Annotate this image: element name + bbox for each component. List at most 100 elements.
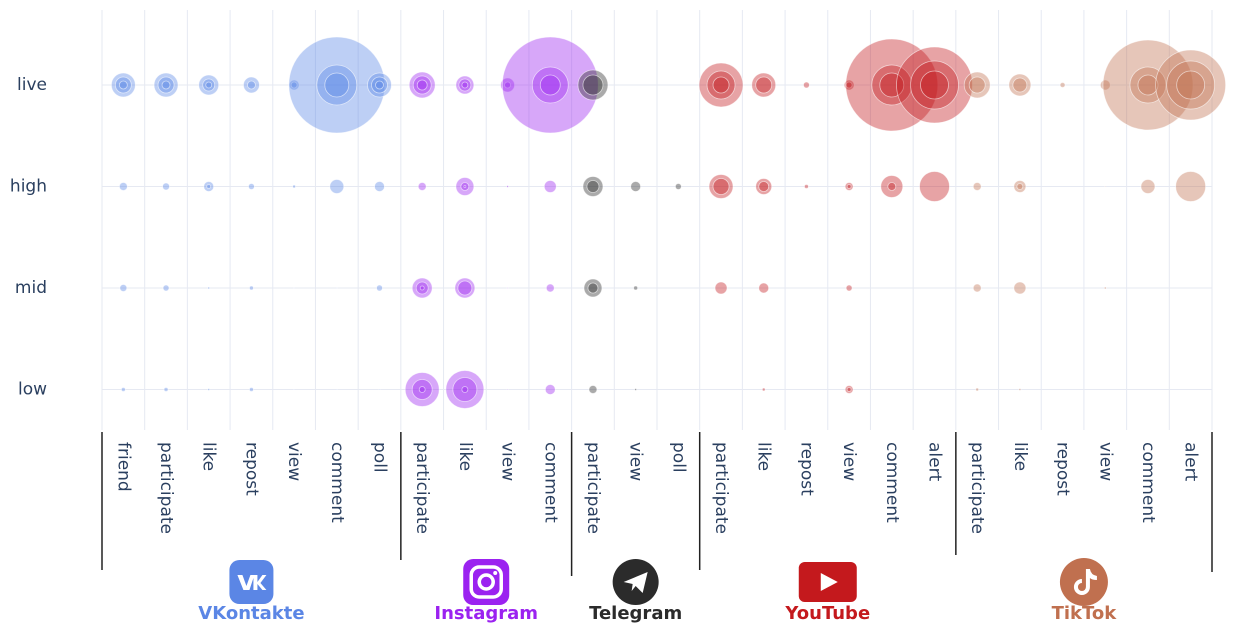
bubble: [316, 64, 358, 106]
x-tick-label: like: [455, 442, 475, 471]
bubble: [203, 181, 215, 192]
bubble: [587, 282, 599, 294]
platform-name: TikTok: [1052, 603, 1118, 624]
bubble: [335, 388, 338, 391]
bubble: [243, 76, 260, 94]
icon-glyph: [469, 565, 503, 599]
x-tick-label: like: [199, 442, 219, 471]
x-tick-label: participate: [711, 442, 731, 534]
bubble: [293, 388, 296, 391]
platform-name: YouTube: [784, 603, 870, 624]
bubble: [367, 72, 392, 98]
bubble: [248, 183, 255, 190]
y-tick-label: low: [18, 380, 47, 400]
bubble: [758, 282, 770, 294]
bubble: [543, 180, 557, 193]
x-tick-label: view: [284, 442, 304, 481]
bubble: [1016, 183, 1024, 190]
x-tick-label: participate: [156, 442, 176, 534]
y-tick-label: live: [17, 75, 47, 95]
bubble: [376, 284, 383, 292]
bubble: [582, 176, 604, 197]
bubble: [198, 74, 220, 96]
bubble: [404, 372, 440, 407]
x-tick-label: alert: [1181, 442, 1201, 482]
bubble: [202, 78, 216, 92]
icon-glyph: [623, 572, 648, 593]
bubble: [290, 81, 298, 89]
bubble: [706, 70, 736, 100]
bubble: [206, 184, 212, 189]
bubble: [411, 379, 433, 400]
platform-name: VKontakte: [198, 603, 304, 624]
bubble: [292, 184, 297, 189]
bubble: [445, 370, 485, 409]
x-tick-label: poll: [370, 442, 390, 473]
x-tick-label: participate: [967, 442, 987, 534]
bubble: [205, 81, 213, 89]
bubble: [417, 182, 427, 191]
bubble: [378, 388, 381, 391]
bubble: [846, 387, 852, 392]
platform-name: Instagram: [434, 603, 538, 624]
bubble: [544, 384, 556, 395]
bubble: [461, 81, 469, 89]
bubble: [846, 184, 852, 189]
bubble: [758, 181, 770, 192]
bubble: [755, 76, 773, 94]
bubble: [1008, 73, 1032, 97]
bubble: [153, 72, 179, 98]
bubble: [207, 388, 211, 391]
x-tick-label: view: [498, 442, 518, 481]
bubble: [910, 60, 959, 110]
bubble: [887, 182, 897, 191]
x-tick-label: alert: [925, 442, 945, 482]
bubble: [419, 285, 425, 291]
bubble: [755, 178, 773, 195]
bubble: [412, 75, 432, 95]
bubble: [588, 385, 598, 394]
icon-glyph: [820, 573, 838, 591]
bubble: [1137, 74, 1159, 96]
bubble: [110, 72, 136, 98]
bubble: [120, 387, 126, 392]
bubble: [844, 385, 854, 394]
bubble: [418, 386, 426, 393]
bubble: [114, 76, 132, 94]
icon-glyph: [237, 575, 267, 590]
x-tick-label: repost: [1053, 442, 1073, 496]
bubble: [920, 70, 949, 100]
bubble: [708, 174, 734, 199]
bubble: [1102, 39, 1194, 131]
bubble: [1166, 60, 1216, 110]
bubble: [288, 36, 386, 134]
x-tick-label: comment: [882, 442, 902, 523]
y-tick-label: mid: [15, 278, 47, 298]
bubble: [162, 182, 170, 191]
x-tick-label: view: [839, 442, 859, 481]
bubble: [698, 62, 744, 108]
bubble: [500, 77, 515, 93]
x-tick-label: view: [626, 442, 646, 481]
bubble: [415, 281, 429, 295]
bubble: [1104, 185, 1107, 188]
bubble: [157, 76, 175, 94]
icon-glyph: [1073, 569, 1097, 595]
bubble: [461, 386, 469, 393]
bubble: [963, 71, 991, 99]
bubble: [1176, 70, 1206, 100]
bubble: [463, 185, 467, 188]
bubble: [329, 179, 345, 194]
bubble: [411, 277, 433, 299]
bubble: [118, 182, 128, 191]
platform-icon: [612, 559, 659, 605]
platform-icon: [229, 560, 274, 604]
bubble: [761, 387, 766, 392]
x-tick-label: like: [1010, 442, 1030, 471]
bubble: [249, 285, 254, 291]
bubble: [975, 387, 980, 392]
bubble: [582, 74, 604, 96]
bubble: [630, 181, 642, 192]
bubble: [460, 182, 470, 191]
bubble: [712, 178, 730, 195]
